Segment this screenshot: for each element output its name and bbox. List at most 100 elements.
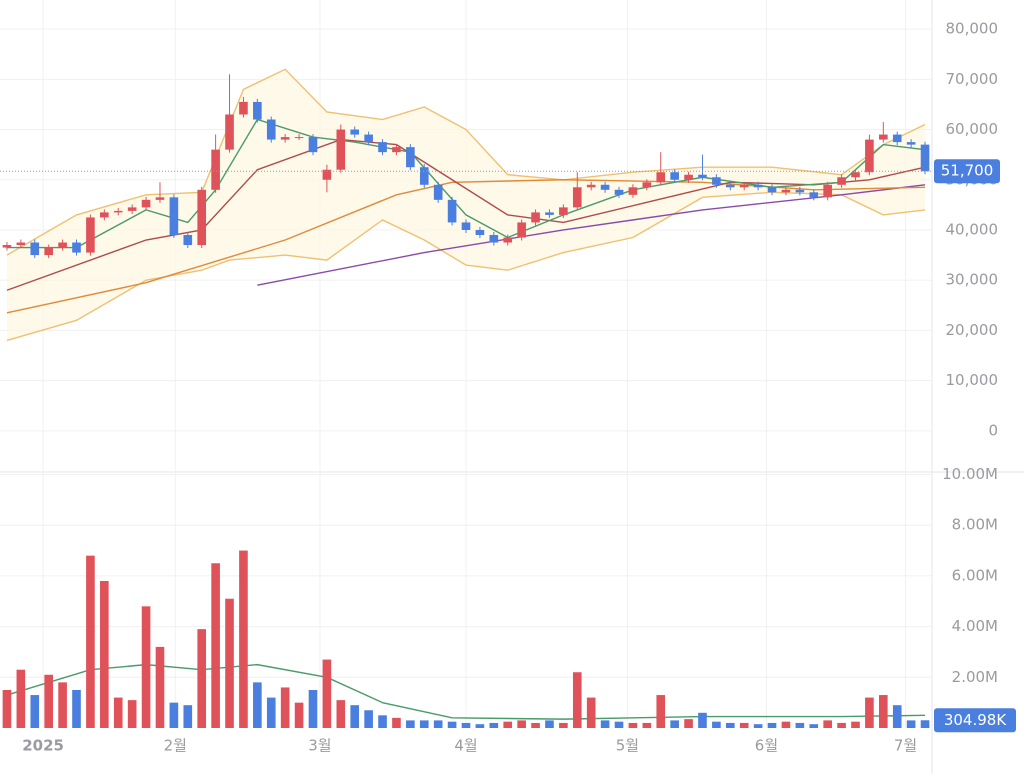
candle-body	[837, 177, 846, 185]
volume-bar	[183, 705, 193, 728]
volume-tick-label: 10.00M	[942, 465, 998, 483]
volume-bar	[30, 695, 40, 728]
y-tick-label: 30,000	[946, 271, 999, 289]
x-tick-label: 2월	[164, 737, 187, 755]
candle-body	[517, 222, 526, 238]
volume-bar	[767, 722, 777, 728]
candle-body	[364, 134, 373, 143]
volume-bar	[308, 689, 318, 728]
volume-bar	[392, 717, 401, 728]
candle-body	[253, 101, 262, 120]
candle-body	[113, 210, 123, 213]
volume-bar	[433, 720, 443, 728]
moving-average-line	[6, 191, 926, 342]
volume-bar	[600, 720, 610, 728]
volume-bar	[169, 702, 179, 728]
y-tick-label: 80,000	[946, 20, 999, 38]
volume-bar	[837, 722, 846, 728]
candle-body	[183, 234, 193, 246]
x-tick-label: 7월	[894, 737, 917, 755]
candle-body	[531, 212, 540, 223]
candle-body	[600, 184, 610, 190]
volume-bar	[795, 722, 805, 728]
volume-bar	[461, 722, 471, 728]
volume-bar	[920, 720, 930, 728]
candle-body	[350, 129, 360, 135]
volume-bar	[225, 598, 234, 728]
candle-body	[475, 229, 485, 235]
volume-bar	[823, 720, 832, 728]
candle-body	[127, 207, 137, 211]
candle-body	[656, 172, 666, 183]
candle-body	[336, 129, 346, 170]
y-tick-label: 20,000	[946, 321, 999, 339]
candle-body	[503, 237, 513, 243]
volume-bar	[781, 721, 791, 728]
moving-average-line	[6, 68, 926, 256]
volume-bar	[851, 721, 860, 728]
candle-body	[698, 174, 707, 178]
volume-bar	[155, 646, 165, 728]
volume-bar	[628, 722, 638, 728]
volume-bar	[378, 715, 387, 728]
candle-body	[559, 207, 568, 215]
volume-bar	[294, 702, 304, 728]
y-tick-label: 10,000	[946, 371, 999, 389]
candle-body	[58, 242, 67, 248]
candle-body	[392, 147, 401, 153]
candle-body	[879, 134, 888, 140]
volume-bar	[72, 689, 81, 728]
volume-bar	[545, 720, 554, 728]
candle-body	[419, 167, 429, 185]
candle-body	[628, 187, 638, 195]
candle-body	[72, 242, 81, 253]
volume-bar	[44, 674, 53, 728]
y-tick-label: 40,000	[946, 220, 999, 238]
candle-body	[767, 187, 777, 193]
candle-body	[725, 184, 735, 188]
volume-bar	[517, 720, 526, 728]
candle-body	[322, 169, 332, 180]
volume-tick-label: 2.00M	[952, 668, 998, 686]
candle-body	[266, 119, 276, 140]
candle-body	[489, 234, 499, 243]
volume-bar	[725, 722, 735, 728]
candle-body	[44, 247, 53, 256]
volume-bar	[503, 721, 513, 728]
candle-body	[809, 192, 819, 198]
volume-bar	[419, 720, 429, 728]
candle-body	[2, 245, 12, 248]
y-tick-label: 0	[988, 421, 998, 439]
volume-bar	[475, 724, 485, 728]
volume-bar	[906, 720, 916, 728]
candle-body	[739, 184, 749, 188]
volume-bar	[141, 606, 151, 728]
volume-bar	[712, 721, 721, 728]
volume-bar	[809, 724, 819, 728]
candle-body	[294, 137, 304, 139]
moving-average-line	[257, 184, 926, 286]
volume-bar	[656, 695, 666, 728]
volume-bar	[364, 710, 373, 728]
volume-bar	[350, 705, 360, 728]
volume-bar	[113, 697, 123, 728]
volume-bar	[197, 629, 207, 728]
candle-body	[433, 184, 443, 200]
x-tick-label: 3월	[308, 737, 331, 755]
volume-bar	[2, 689, 12, 728]
candle-body	[753, 184, 763, 188]
candle-body	[586, 184, 596, 188]
volume-bar	[447, 721, 457, 728]
volume-bar	[336, 700, 346, 728]
volume-bar	[127, 700, 137, 728]
volume-bar	[586, 697, 596, 728]
last-volume-label: 304.98K	[944, 711, 1007, 729]
candle-body	[30, 242, 40, 256]
volume-bar	[698, 712, 707, 728]
candle-body	[378, 142, 387, 153]
volume-bar	[239, 550, 248, 728]
candle-body	[100, 212, 109, 218]
volume-bar	[865, 697, 874, 728]
volume-bar	[58, 682, 67, 728]
candle-body	[823, 184, 832, 198]
